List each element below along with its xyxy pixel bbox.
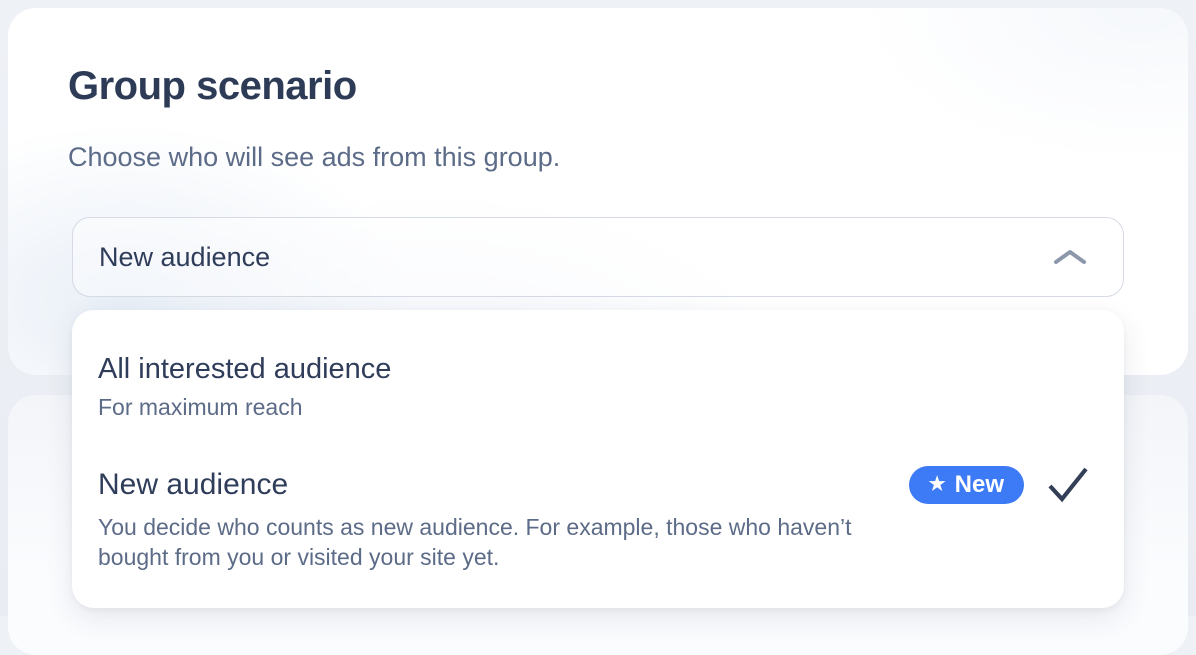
audience-select-value: New audience: [99, 241, 271, 272]
page: Group scenario Choose who will see ads f…: [8, 8, 1188, 655]
new-badge-label: New: [954, 471, 1004, 498]
option-description: You decide who counts as new audience. F…: [98, 514, 852, 570]
new-badge: ★ New: [908, 466, 1024, 504]
page-subtitle: Choose who will see ads from this group.: [68, 142, 561, 172]
option-title: All interested audience: [98, 353, 392, 385]
audience-dropdown-panel: All interested audience For maximum reac…: [72, 310, 1124, 608]
option-all-interested-audience[interactable]: All interested audience For maximum reac…: [98, 352, 1098, 422]
option-new-audience[interactable]: New audience ★ New You decide who counts…: [98, 466, 1098, 572]
check-icon: [1046, 466, 1090, 504]
audience-select[interactable]: New audience: [72, 217, 1124, 297]
option-description: For maximum reach: [98, 394, 303, 420]
page-title: Group scenario: [68, 64, 357, 108]
option-title: New audience: [98, 468, 289, 501]
star-icon: ★: [928, 473, 946, 495]
chevron-up-icon: [1053, 249, 1087, 265]
